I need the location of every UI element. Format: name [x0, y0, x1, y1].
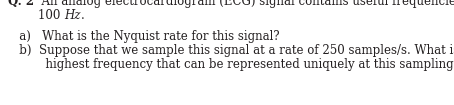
Text: Q. 2: Q. 2 [8, 0, 34, 8]
Text: .: . [81, 9, 84, 22]
Text: An analog electrocardiogram (ECG) signal contains useful frequencies up to: An analog electrocardiogram (ECG) signal… [34, 0, 454, 8]
Text: a)   What is the Nyquist rate for this signal?: a) What is the Nyquist rate for this sig… [8, 30, 280, 43]
Text: highest frequency that can be represented uniquely at this sampling rate?: highest frequency that can be represente… [8, 58, 454, 71]
Text: b)  Suppose that we sample this signal at a rate of 250 samples/s. What is the: b) Suppose that we sample this signal at… [8, 44, 454, 57]
Text: Hz: Hz [64, 9, 81, 22]
Text: 100: 100 [8, 9, 64, 22]
